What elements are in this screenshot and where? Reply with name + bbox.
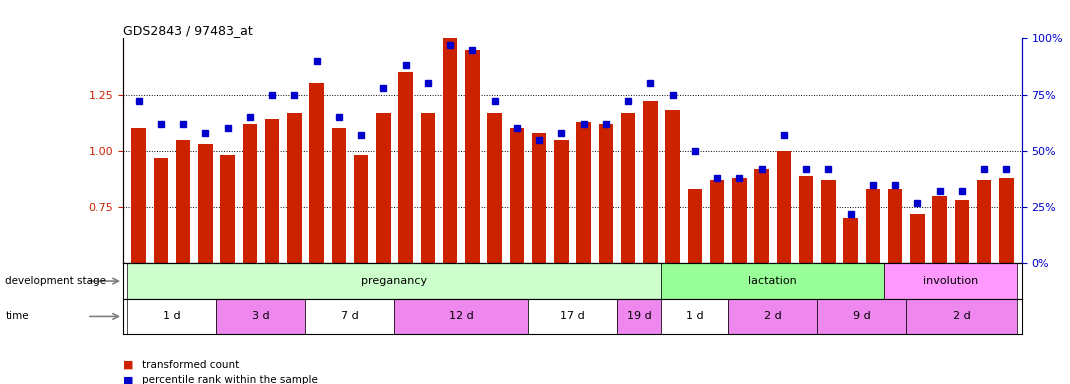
Bar [554, 140, 568, 263]
Text: GDS2843 / 97483_at: GDS2843 / 97483_at [123, 24, 253, 37]
Bar [487, 113, 502, 263]
Bar [127, 299, 216, 334]
Text: 1 d: 1 d [164, 311, 181, 321]
Bar [843, 218, 858, 263]
Bar [532, 133, 547, 263]
Text: transformed count: transformed count [142, 360, 240, 370]
Bar [265, 119, 279, 263]
Bar [509, 128, 524, 263]
Bar [729, 299, 817, 334]
Bar [127, 263, 661, 299]
Text: 3 d: 3 d [253, 311, 270, 321]
Bar [661, 299, 729, 334]
Bar [688, 189, 702, 263]
Bar [954, 200, 969, 263]
Bar [216, 299, 305, 334]
Bar [777, 151, 791, 263]
Bar [305, 299, 395, 334]
Text: lactation: lactation [748, 276, 797, 286]
Text: preganancy: preganancy [362, 276, 428, 286]
Bar [377, 113, 391, 263]
Bar [661, 263, 884, 299]
Bar [884, 263, 1018, 299]
Bar [666, 111, 679, 263]
Bar [643, 101, 658, 263]
Text: 7 d: 7 d [341, 311, 358, 321]
Bar [398, 72, 413, 263]
Bar [287, 113, 302, 263]
Bar [621, 113, 636, 263]
Bar [754, 169, 768, 263]
Bar [421, 113, 435, 263]
Bar [243, 124, 257, 263]
Bar [732, 178, 747, 263]
Text: 2 d: 2 d [953, 311, 970, 321]
Bar [888, 189, 902, 263]
Bar [977, 180, 991, 263]
Bar [866, 189, 880, 263]
Bar [999, 178, 1013, 263]
Bar [154, 158, 168, 263]
Bar [175, 140, 190, 263]
Text: 12 d: 12 d [448, 311, 474, 321]
Text: 19 d: 19 d [627, 311, 652, 321]
Text: 1 d: 1 d [686, 311, 704, 321]
Bar [528, 299, 617, 334]
Bar [821, 180, 836, 263]
Bar [220, 156, 234, 263]
Text: percentile rank within the sample: percentile rank within the sample [142, 375, 318, 384]
Bar [932, 196, 947, 263]
Bar [598, 124, 613, 263]
Bar [465, 50, 479, 263]
Bar [817, 299, 906, 334]
Text: involution: involution [923, 276, 978, 286]
Bar [395, 299, 528, 334]
Bar [132, 128, 146, 263]
Bar [443, 38, 457, 263]
Bar [799, 175, 813, 263]
Text: 2 d: 2 d [764, 311, 781, 321]
Bar [309, 83, 324, 263]
Bar [709, 180, 724, 263]
Text: 9 d: 9 d [853, 311, 871, 321]
Text: development stage: development stage [5, 276, 106, 286]
Bar [911, 214, 924, 263]
Bar [617, 299, 661, 334]
Text: ■: ■ [123, 375, 134, 384]
Bar [198, 144, 213, 263]
Bar [332, 128, 346, 263]
Bar [354, 156, 368, 263]
Bar [906, 299, 1018, 334]
Text: 17 d: 17 d [560, 311, 585, 321]
Bar [577, 122, 591, 263]
Text: ■: ■ [123, 360, 134, 370]
Text: time: time [5, 311, 29, 321]
